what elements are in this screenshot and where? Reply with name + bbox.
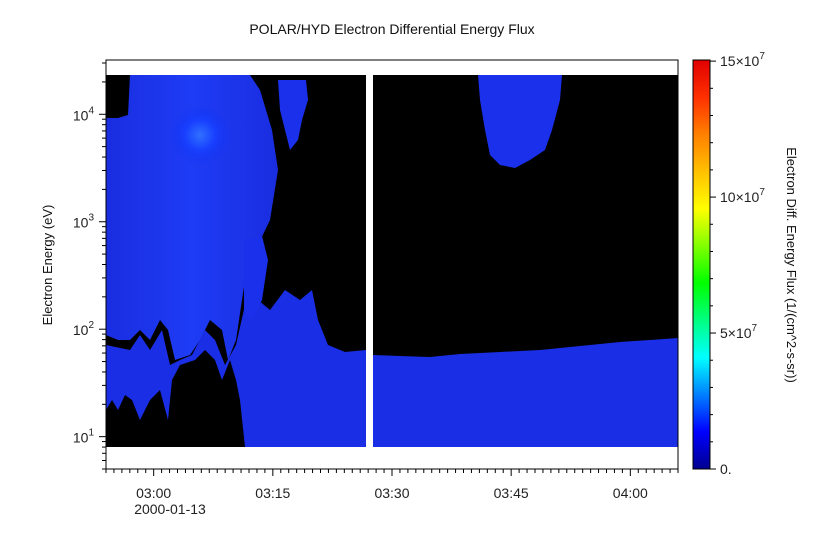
colorbar-gradient — [692, 59, 711, 470]
x-tick-label: 03:15 — [255, 485, 290, 501]
x-axis-date-label: 2000-01-13 — [134, 501, 206, 517]
colorbar-tick-label: 0. — [720, 461, 732, 477]
x-axis: 03:00 03:15 03:30 03:45 04:00 — [105, 469, 679, 501]
x-tick-label: 03:30 — [374, 485, 409, 501]
flux-band-upper-left — [106, 75, 278, 360]
y-axis: 101 102 103 104 — [73, 62, 106, 470]
chart-title: POLAR/HYD Electron Differential Energy F… — [249, 21, 534, 37]
y-tick-label: 103 — [73, 213, 95, 231]
x-tick-label: 03:45 — [494, 485, 529, 501]
flux-streak — [244, 236, 268, 320]
flux-patch-upper-right — [478, 75, 562, 168]
colorbar-tick-label: 10×107 — [720, 187, 765, 205]
spectrogram-block-2 — [373, 75, 678, 447]
colorbar-tick-label: 5×107 — [720, 323, 758, 341]
colorbar: 0. 5×107 10×107 15×107 — [692, 51, 765, 477]
x-tick-label: 04:00 — [613, 485, 648, 501]
y-tick-label: 102 — [73, 320, 95, 338]
flux-band-lower-right — [373, 338, 678, 447]
y-axis-label: Electron Energy (eV) — [40, 205, 55, 326]
data-gap — [366, 75, 373, 447]
spectrogram-block-1 — [106, 75, 366, 447]
flux-band-lower — [106, 290, 366, 447]
y-tick-label: 104 — [73, 105, 95, 123]
flux-hotspot — [170, 105, 230, 165]
plot-area — [105, 59, 679, 470]
colorbar-label: Electron Diff. Energy Flux (1/(cm^2-s-sr… — [784, 147, 799, 383]
colorbar-tick-label: 15×107 — [720, 51, 765, 69]
x-tick-label: 03:00 — [136, 485, 171, 501]
flux-patch-top — [278, 80, 308, 150]
y-tick-label: 101 — [73, 428, 95, 446]
